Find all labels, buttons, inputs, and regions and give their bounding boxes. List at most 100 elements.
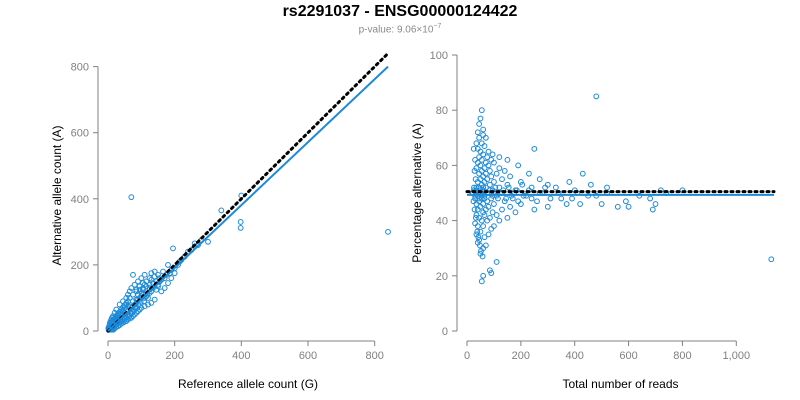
right-data-point bbox=[501, 198, 508, 205]
left-data-point bbox=[128, 194, 135, 201]
left-data-point bbox=[126, 295, 133, 301]
right-x-tick-label: 0 bbox=[464, 350, 470, 362]
right-data-point bbox=[593, 93, 600, 100]
right-data-point bbox=[481, 234, 488, 241]
chart-title: rs2291037 - ENSG00000124422 bbox=[282, 3, 518, 20]
left-data-point bbox=[128, 285, 135, 291]
left-data-point bbox=[130, 271, 136, 278]
right-data-point bbox=[536, 176, 543, 183]
left-data-point bbox=[133, 286, 140, 293]
right-data-point bbox=[477, 115, 484, 122]
right-data-point bbox=[614, 203, 621, 210]
right-data-point bbox=[552, 184, 559, 191]
right-data-point bbox=[579, 170, 586, 177]
right-data-point bbox=[652, 201, 659, 207]
right-data-point bbox=[509, 195, 516, 202]
right-data-point bbox=[488, 195, 495, 202]
right-data-point bbox=[477, 242, 483, 249]
right-data-point bbox=[474, 129, 481, 136]
left-data-point bbox=[136, 283, 143, 290]
right-data-point bbox=[505, 184, 512, 191]
left-data-point bbox=[153, 286, 160, 293]
right-data-point bbox=[478, 217, 485, 224]
right-data-point bbox=[471, 206, 478, 213]
right-data-point bbox=[470, 198, 477, 205]
right-data-point bbox=[501, 168, 508, 174]
left-data-point bbox=[205, 238, 211, 245]
right-data-point bbox=[515, 198, 522, 205]
right-data-point bbox=[492, 184, 499, 191]
right-data-point bbox=[488, 225, 495, 232]
left-data-point bbox=[125, 291, 131, 298]
left-data-point bbox=[125, 298, 131, 305]
right-data-point bbox=[515, 162, 522, 169]
right-data-point bbox=[472, 156, 478, 163]
left-data-point bbox=[168, 275, 175, 282]
right-data-point bbox=[542, 184, 548, 191]
right-data-point bbox=[544, 181, 551, 188]
right-data-point bbox=[491, 223, 497, 230]
right-data-point bbox=[485, 231, 492, 238]
right-data-point bbox=[512, 209, 519, 216]
left-data-point bbox=[136, 306, 143, 313]
left-data-point bbox=[237, 219, 244, 225]
right-data-point bbox=[519, 181, 526, 188]
right-data-point bbox=[486, 214, 493, 221]
right-data-point bbox=[495, 195, 501, 202]
right-data-point bbox=[547, 195, 554, 202]
right-data-point bbox=[489, 209, 496, 216]
right-data-point bbox=[496, 165, 503, 172]
left-data-point bbox=[141, 303, 148, 310]
right-data-point bbox=[504, 214, 511, 221]
right-data-point bbox=[504, 156, 511, 163]
right-data-point bbox=[482, 184, 489, 191]
left-reference-line bbox=[106, 51, 390, 333]
right-data-point bbox=[472, 220, 478, 227]
right-y-tick-label: 80 bbox=[436, 105, 448, 117]
right-data-point bbox=[478, 248, 484, 254]
right-data-point bbox=[480, 223, 487, 230]
right-data-point bbox=[622, 198, 629, 205]
right-data-point bbox=[499, 176, 505, 183]
right-data-point bbox=[482, 242, 489, 249]
right-data-point bbox=[471, 184, 477, 191]
right-y-axis-title: Percentage alternative (A) bbox=[410, 123, 424, 262]
right-y-tick-label: 20 bbox=[436, 271, 448, 283]
right-x-tick-label: 200 bbox=[512, 350, 530, 362]
left-data-point bbox=[165, 280, 171, 286]
right-data-point bbox=[507, 173, 513, 180]
right-data-point bbox=[488, 173, 495, 180]
left-y-tick-label: 600 bbox=[71, 128, 89, 140]
left-x-tick-label: 0 bbox=[105, 350, 111, 362]
right-data-point bbox=[526, 170, 532, 177]
left-data-point bbox=[146, 275, 153, 282]
left-data-point bbox=[165, 262, 171, 268]
right-data-point bbox=[476, 121, 483, 127]
right-data-point bbox=[486, 181, 493, 188]
right-data-point bbox=[604, 184, 610, 191]
left-data-point bbox=[185, 248, 191, 255]
right-data-point bbox=[478, 168, 485, 174]
left-data-point bbox=[136, 286, 143, 293]
right-data-point bbox=[476, 195, 483, 202]
left-data-point bbox=[145, 301, 151, 308]
left-data-point bbox=[158, 288, 165, 295]
right-x-tick-label: 600 bbox=[619, 350, 637, 362]
right-data-point bbox=[485, 203, 492, 210]
right-data-point bbox=[473, 212, 480, 218]
right-data-point bbox=[474, 145, 481, 152]
left-x-tick-label: 200 bbox=[165, 350, 183, 362]
right-x-tick-label: 1,000 bbox=[723, 350, 751, 362]
right-data-point bbox=[489, 151, 496, 158]
left-data-point bbox=[135, 278, 141, 285]
p-value-exponent: −7 bbox=[433, 23, 442, 30]
right-data-point bbox=[486, 267, 493, 274]
right-x-axis-title: Total number of reads bbox=[562, 377, 678, 391]
left-x-axis-title: Reference allele count (G) bbox=[178, 377, 318, 391]
left-data-point bbox=[145, 295, 151, 301]
right-data-point bbox=[531, 145, 538, 152]
right-data-point bbox=[496, 184, 503, 191]
right-data-point bbox=[481, 165, 488, 172]
left-data-point bbox=[218, 207, 225, 214]
right-data-point bbox=[517, 201, 524, 207]
